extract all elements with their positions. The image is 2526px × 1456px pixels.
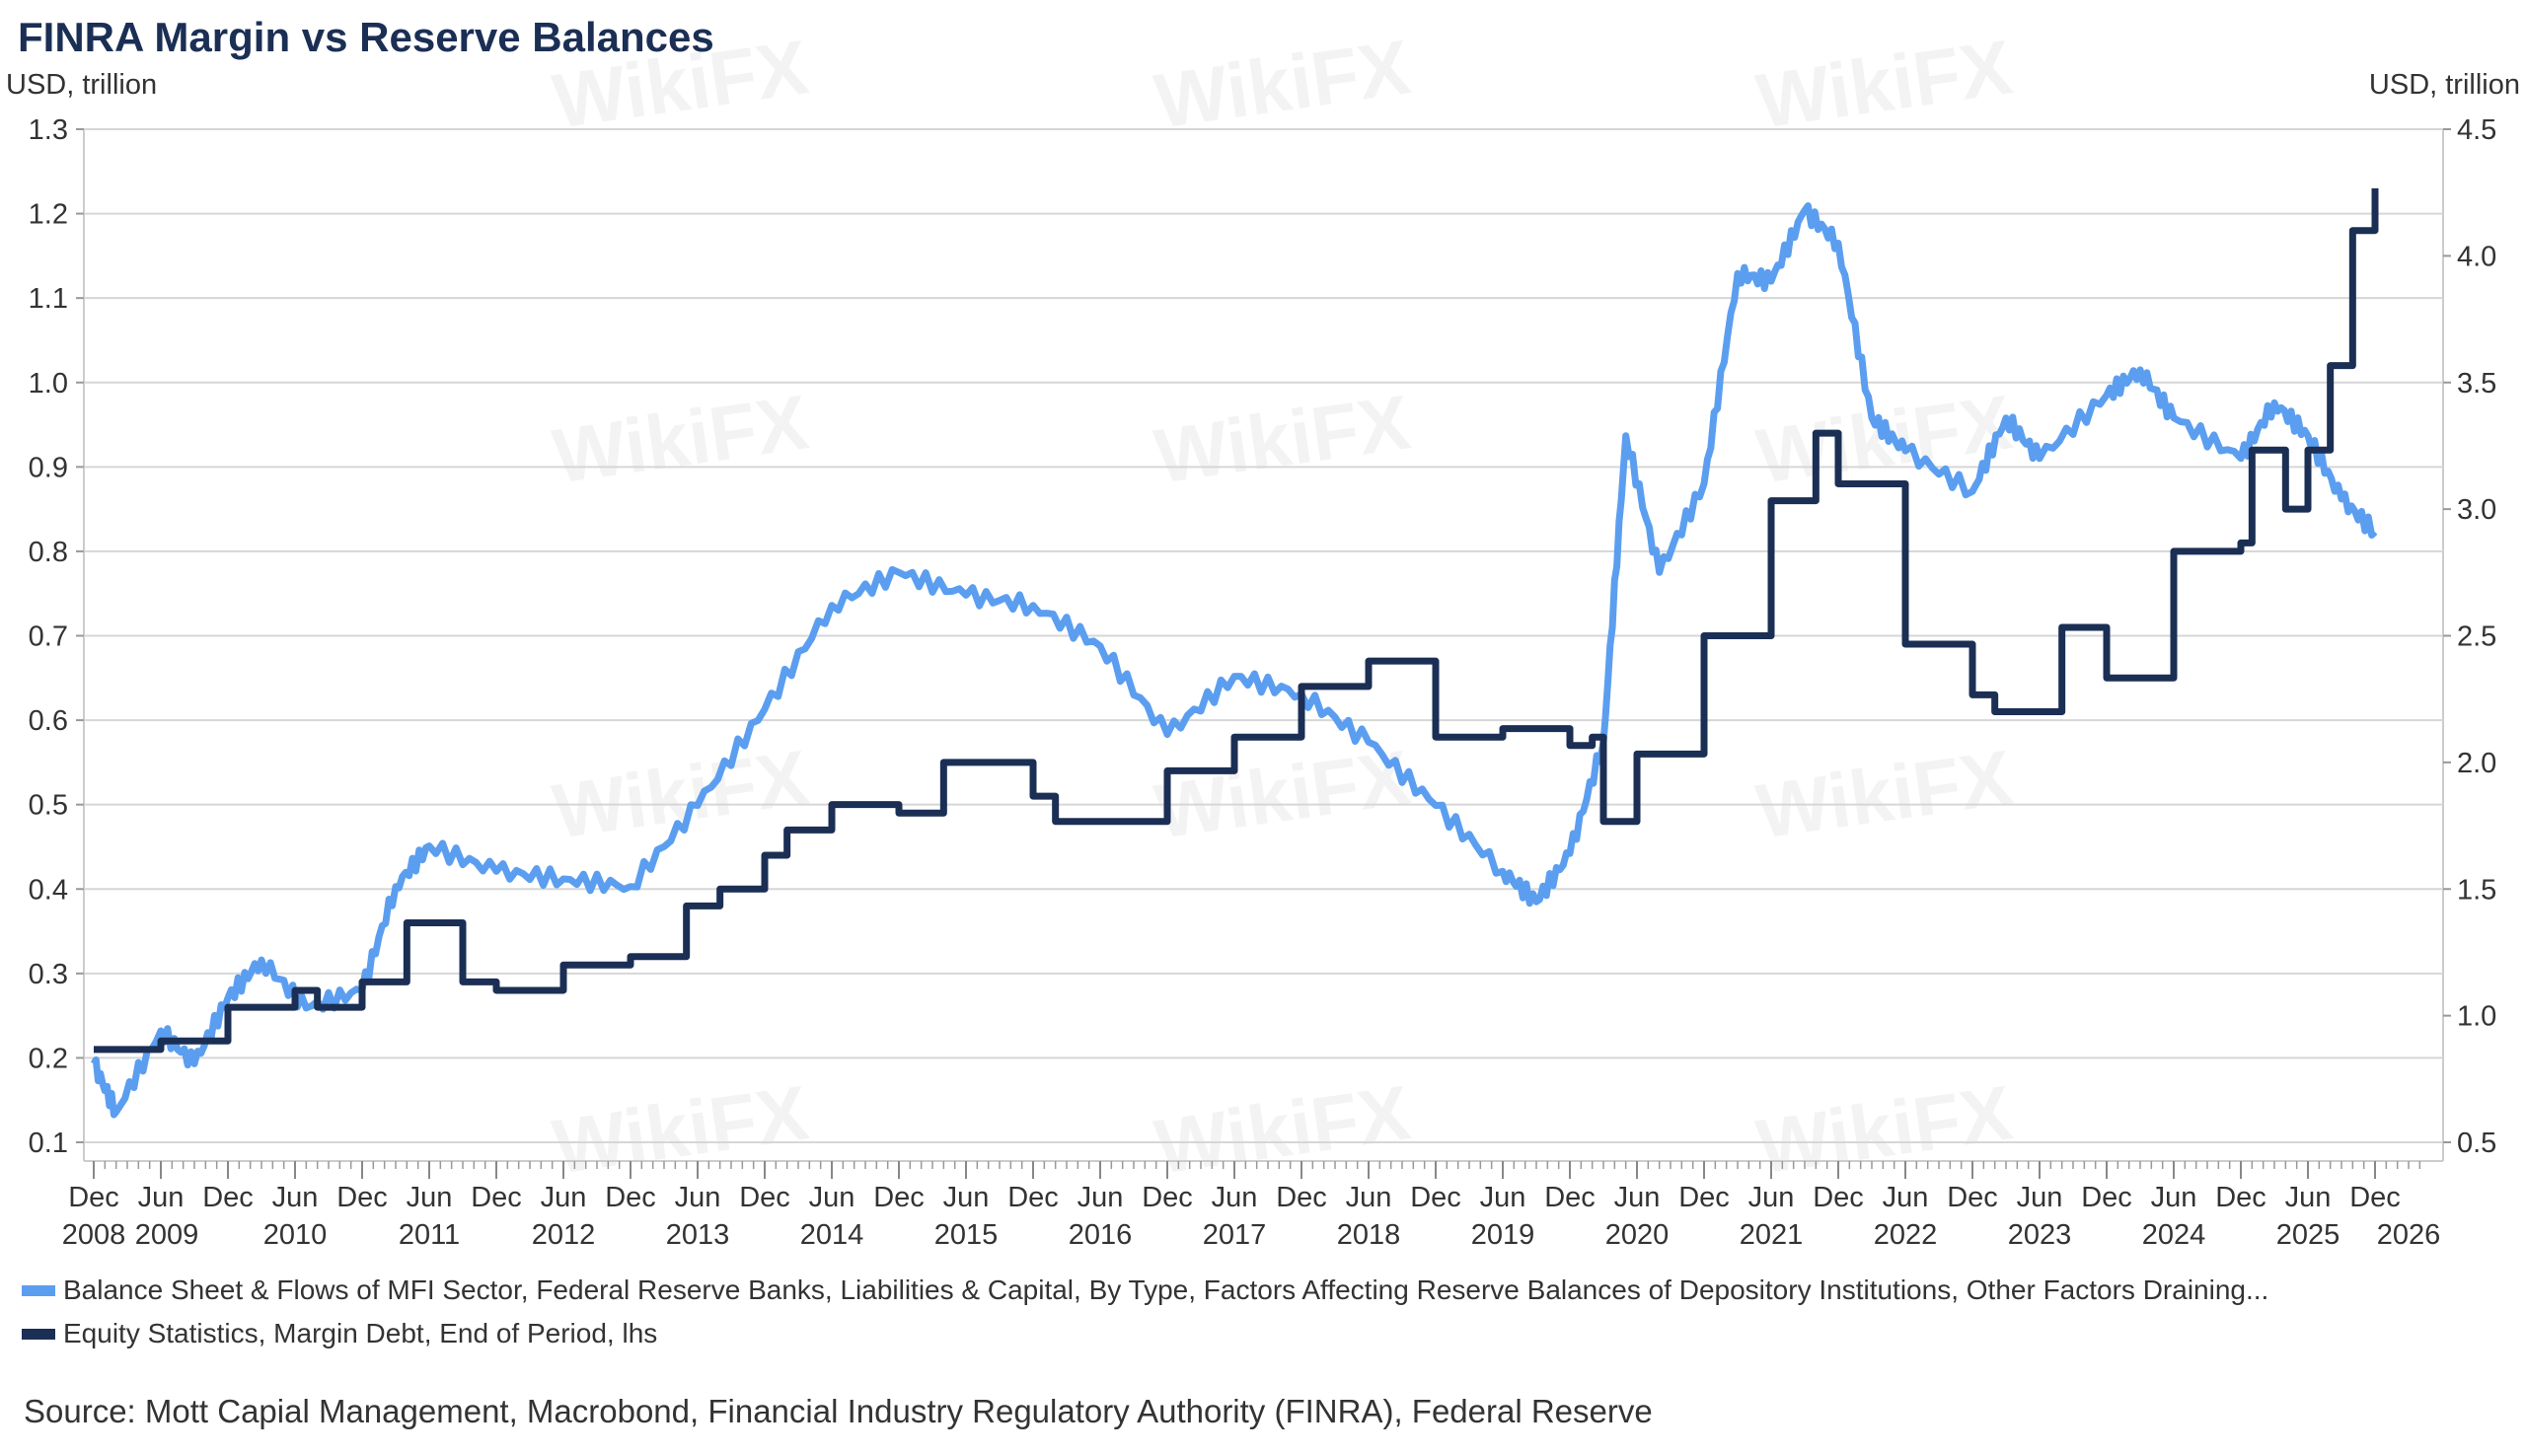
left-axis-unit: USD, trillion [6, 69, 158, 101]
y-tick-label-right: 4.0 [2457, 241, 2496, 272]
chart-svg: 0.1 0.2 0.3 0.4 0.5 0.6 0.7 0.8 0.9 1.0 1.1 1.2 1.3 0… [29, 114, 2497, 1251]
x-year-label: 2025 [2276, 1219, 2340, 1251]
y-tick-label-right: 0.5 [2457, 1128, 2496, 1159]
x-year-label: 2021 [1740, 1219, 1804, 1251]
x-tick-label: Jun [2285, 1182, 2332, 1213]
legend-swatch [22, 1328, 55, 1340]
x-year-label: 2017 [1203, 1219, 1267, 1251]
x-year-label: 2013 [666, 1219, 730, 1251]
x-year-label: 2022 [1874, 1219, 1938, 1251]
x-tick-label: Jun [2017, 1182, 2063, 1213]
x-tick-label: Jun [1480, 1182, 1526, 1213]
x-tick-label: Dec [1276, 1182, 1327, 1213]
x-year-label: 2010 [263, 1219, 328, 1251]
x-tick-label: Jun [138, 1182, 185, 1213]
y-tick-label-right: 1.5 [2457, 874, 2496, 906]
x-tick-label: Dec [1007, 1182, 1059, 1213]
x-tick-label: Dec [2349, 1182, 2401, 1213]
legend-item-margin-debt: Equity Statistics, Margin Debt, End of P… [22, 1318, 657, 1349]
source-note: Source: Mott Capial Management, Macrobon… [24, 1393, 1653, 1429]
x-tick-label: Dec [2081, 1182, 2132, 1213]
x-tick-label: Dec [336, 1182, 388, 1213]
x-tick-label: Jun [1748, 1182, 1795, 1213]
y-tick-label-left: 0.5 [29, 790, 68, 822]
y-tick-label-left: 0.6 [29, 705, 68, 737]
y-tick-label-right: 3.0 [2457, 494, 2496, 526]
x-tick-label: Dec [202, 1182, 254, 1213]
y-tick-label-left: 1.1 [29, 283, 68, 315]
x-tick-label: Dec [605, 1182, 656, 1213]
y-tick-label-left: 0.8 [29, 537, 68, 568]
x-tick-label: Jun [1212, 1182, 1258, 1213]
x-tick-label: Jun [1077, 1182, 1124, 1213]
y-tick-label-left: 1.3 [29, 114, 68, 146]
x-tick-label: Jun [2151, 1182, 2197, 1213]
legend-label: Balance Sheet & Flows of MFI Sector, Fed… [63, 1274, 2269, 1305]
x-tick-label: Dec [873, 1182, 925, 1213]
x-tick-label: Jun [1883, 1182, 1929, 1213]
x-tick-label: Dec [1813, 1182, 1864, 1213]
legend-label: Equity Statistics, Margin Debt, End of P… [63, 1318, 658, 1348]
x-tick-label: Dec [68, 1182, 119, 1213]
y-tick-label-left: 0.3 [29, 959, 68, 990]
x-tick-label: Jun [272, 1182, 319, 1213]
x-year-label: 2011 [399, 1219, 460, 1251]
x-tick-label: Jun [541, 1182, 587, 1213]
x-year-label: 2015 [934, 1219, 999, 1251]
y-tick-label-right: 1.0 [2457, 1001, 2496, 1033]
series-line-margin-debt [94, 187, 2379, 1054]
x-year-label: 2009 [135, 1219, 199, 1251]
x-tick-label: Jun [675, 1182, 721, 1213]
y-tick-label-left: 0.1 [29, 1128, 68, 1159]
y-tick-label-left: 0.4 [29, 874, 68, 906]
x-tick-label: Dec [739, 1182, 790, 1213]
x-tick-label: Dec [2215, 1182, 2266, 1213]
right-axis-unit: USD, trillion [2368, 69, 2520, 101]
x-tick-label: Dec [1544, 1182, 1596, 1213]
x-tick-label: Jun [809, 1182, 855, 1213]
x-year-label: 2023 [2008, 1219, 2072, 1251]
x-year-label: 2024 [2142, 1219, 2206, 1251]
y-tick-label-left: 0.9 [29, 452, 68, 483]
x-year-label: 2012 [532, 1219, 596, 1251]
legend-swatch [22, 1284, 55, 1296]
series-line-reserve-balances [90, 202, 2378, 1119]
y-tick-label-right: 2.5 [2457, 621, 2496, 653]
y-tick-label-left: 1.2 [29, 199, 68, 231]
y-tick-label-right: 2.0 [2457, 748, 2496, 779]
x-tick-label: Dec [1678, 1182, 1730, 1213]
x-tick-label: Dec [1142, 1182, 1193, 1213]
x-tick-label: Jun [943, 1182, 990, 1213]
x-year-label: 2016 [1069, 1219, 1133, 1251]
x-tick-label: Dec [1947, 1182, 1998, 1213]
y-tick-label-left: 0.7 [29, 621, 68, 653]
x-year-label: 2026 [2377, 1219, 2441, 1251]
y-tick-label-right: 4.5 [2457, 114, 2496, 146]
x-tick-label: Jun [407, 1182, 453, 1213]
y-tick-label-left: 0.2 [29, 1043, 68, 1074]
x-year-label: 2014 [800, 1219, 864, 1251]
x-year-label: 2019 [1471, 1219, 1535, 1251]
x-tick-label: Jun [1614, 1182, 1661, 1213]
legend-item-reserve-balances: Balance Sheet & Flows of MFI Sector, Fed… [22, 1274, 2268, 1306]
x-year-label: 2008 [62, 1219, 126, 1251]
x-year-label: 2020 [1605, 1219, 1670, 1251]
chart-title: FINRA Margin vs Reserve Balances [18, 14, 714, 60]
y-tick-label-right: 3.5 [2457, 368, 2496, 400]
x-tick-label: Jun [1346, 1182, 1392, 1213]
x-tick-label: Dec [471, 1182, 522, 1213]
x-tick-label: Dec [1410, 1182, 1461, 1213]
x-year-label: 2018 [1337, 1219, 1401, 1251]
y-tick-label-left: 1.0 [29, 368, 68, 400]
